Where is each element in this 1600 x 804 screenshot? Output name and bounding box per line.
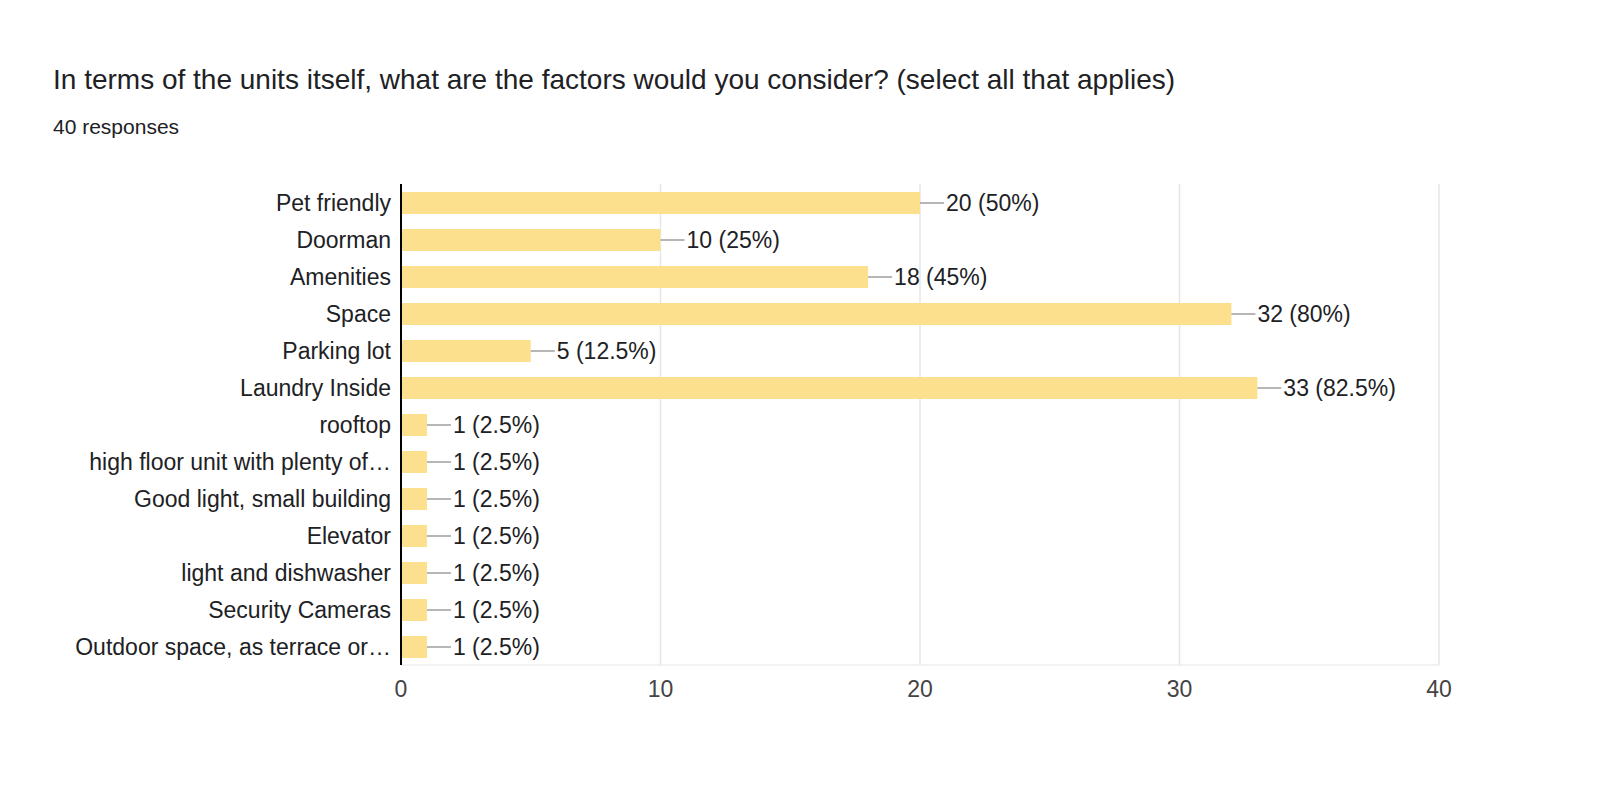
svg-text:Elevator: Elevator (307, 523, 392, 549)
svg-text:1 (2.5%): 1 (2.5%) (453, 412, 540, 438)
svg-text:1 (2.5%): 1 (2.5%) (453, 449, 540, 475)
svg-text:40: 40 (1426, 676, 1452, 702)
svg-text:Outdoor space, as terrace or…: Outdoor space, as terrace or… (75, 634, 391, 660)
svg-text:high floor unit with plenty of: high floor unit with plenty of… (89, 449, 391, 475)
svg-text:Space: Space (326, 301, 391, 327)
svg-text:Parking lot: Parking lot (282, 338, 391, 364)
svg-text:Security Cameras: Security Cameras (208, 597, 391, 623)
svg-text:20 (50%): 20 (50%) (946, 190, 1039, 216)
svg-text:20: 20 (907, 676, 933, 702)
svg-text:Good light, small building: Good light, small building (134, 486, 391, 512)
html-text:40 responses: 40 responses (53, 115, 180, 138)
svg-text:1 (2.5%): 1 (2.5%) (453, 523, 540, 549)
svg-text:32 (80%): 32 (80%) (1257, 301, 1350, 327)
svg-text:light and dishwasher: light and dishwasher (181, 560, 391, 586)
svg-text:rooftop: rooftop (319, 412, 391, 438)
svg-text:Doorman: Doorman (296, 227, 391, 253)
svg-text:Amenities: Amenities (290, 264, 391, 290)
svg-text:1 (2.5%): 1 (2.5%) (453, 597, 540, 623)
svg-text:1 (2.5%): 1 (2.5%) (453, 560, 540, 586)
svg-text:Laundry Inside: Laundry Inside (240, 375, 391, 401)
svg-text:10: 10 (648, 676, 674, 702)
html-text:In terms of the units itself,: In terms of the units itself, what are t… (53, 64, 1176, 95)
svg-text:0: 0 (395, 676, 408, 702)
svg-text:5 (12.5%): 5 (12.5%) (557, 338, 657, 364)
svg-text:33 (82.5%): 33 (82.5%) (1283, 375, 1396, 401)
svg-text:1 (2.5%): 1 (2.5%) (453, 486, 540, 512)
svg-text:30: 30 (1167, 676, 1193, 702)
svg-text:10 (25%): 10 (25%) (687, 227, 780, 253)
svg-text:18 (45%): 18 (45%) (894, 264, 987, 290)
svg-text:Pet friendly: Pet friendly (276, 190, 392, 216)
svg-text:1 (2.5%): 1 (2.5%) (453, 634, 540, 660)
